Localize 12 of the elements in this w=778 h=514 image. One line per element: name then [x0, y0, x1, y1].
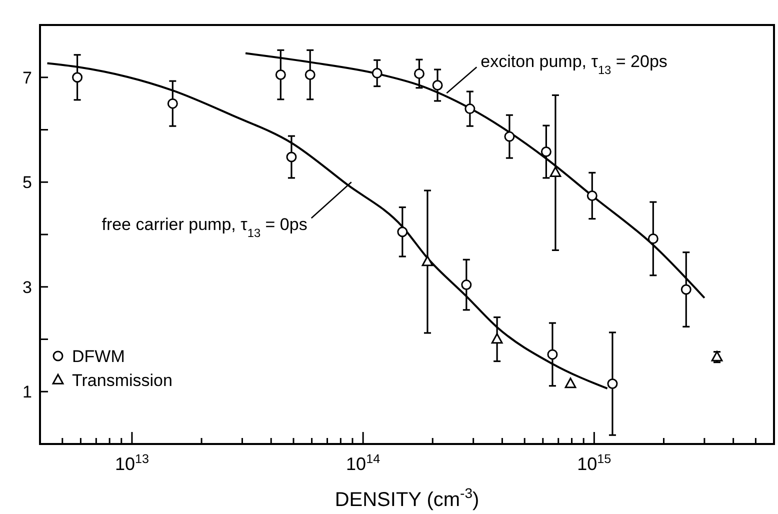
x-tick-label: 10$^{14}$ [346, 452, 380, 474]
x-axis-title: DENSITY (cm$^{-3}$) [334, 485, 480, 511]
y-tick-label: 1 [22, 382, 32, 402]
legend-label: Transmission [72, 371, 172, 390]
annotation: exciton pump, τ$_{13}$ = 20ps [480, 52, 668, 78]
x-tick-label: 10$^{13}$ [114, 452, 149, 474]
y-tick-label: 3 [22, 278, 32, 297]
y-tick-label: 5 [22, 173, 32, 192]
legend-label: DFWM [72, 347, 125, 366]
x-tick-label: 10$^{15}$ [577, 452, 612, 474]
y-tick-label: 7 [22, 68, 32, 88]
annotation: free carrier pump, τ$_{13}$ = 0ps [102, 215, 308, 240]
